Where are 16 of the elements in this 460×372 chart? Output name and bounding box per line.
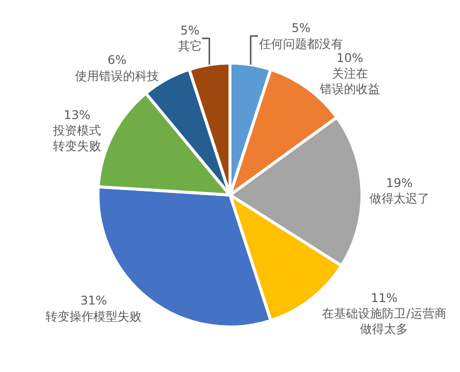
slice-label: 在基础设施防卫/运营商做得太多 — [322, 306, 446, 336]
data-label: 10% — [336, 50, 364, 65]
data-label: 5% — [180, 24, 200, 38]
slice-label: 任何问题都没有 — [258, 36, 344, 51]
data-label: 5% — [292, 21, 311, 36]
slice-label: 使用错误的科技 — [75, 68, 160, 83]
slice-label: 做得太迟了 — [369, 192, 430, 206]
data-label: 19% — [386, 176, 413, 190]
slice-label: 投资模式转变失败 — [52, 123, 102, 154]
slice-label: 转变操作模型失败 — [46, 309, 142, 324]
data-label: 6% — [107, 53, 127, 68]
data-label: 13% — [64, 108, 90, 122]
slice-label: 关注在错误的收益 — [318, 66, 380, 96]
slice-label: 其它 — [178, 39, 202, 54]
data-label: 11% — [370, 290, 398, 305]
data-label: 31% — [80, 294, 108, 308]
